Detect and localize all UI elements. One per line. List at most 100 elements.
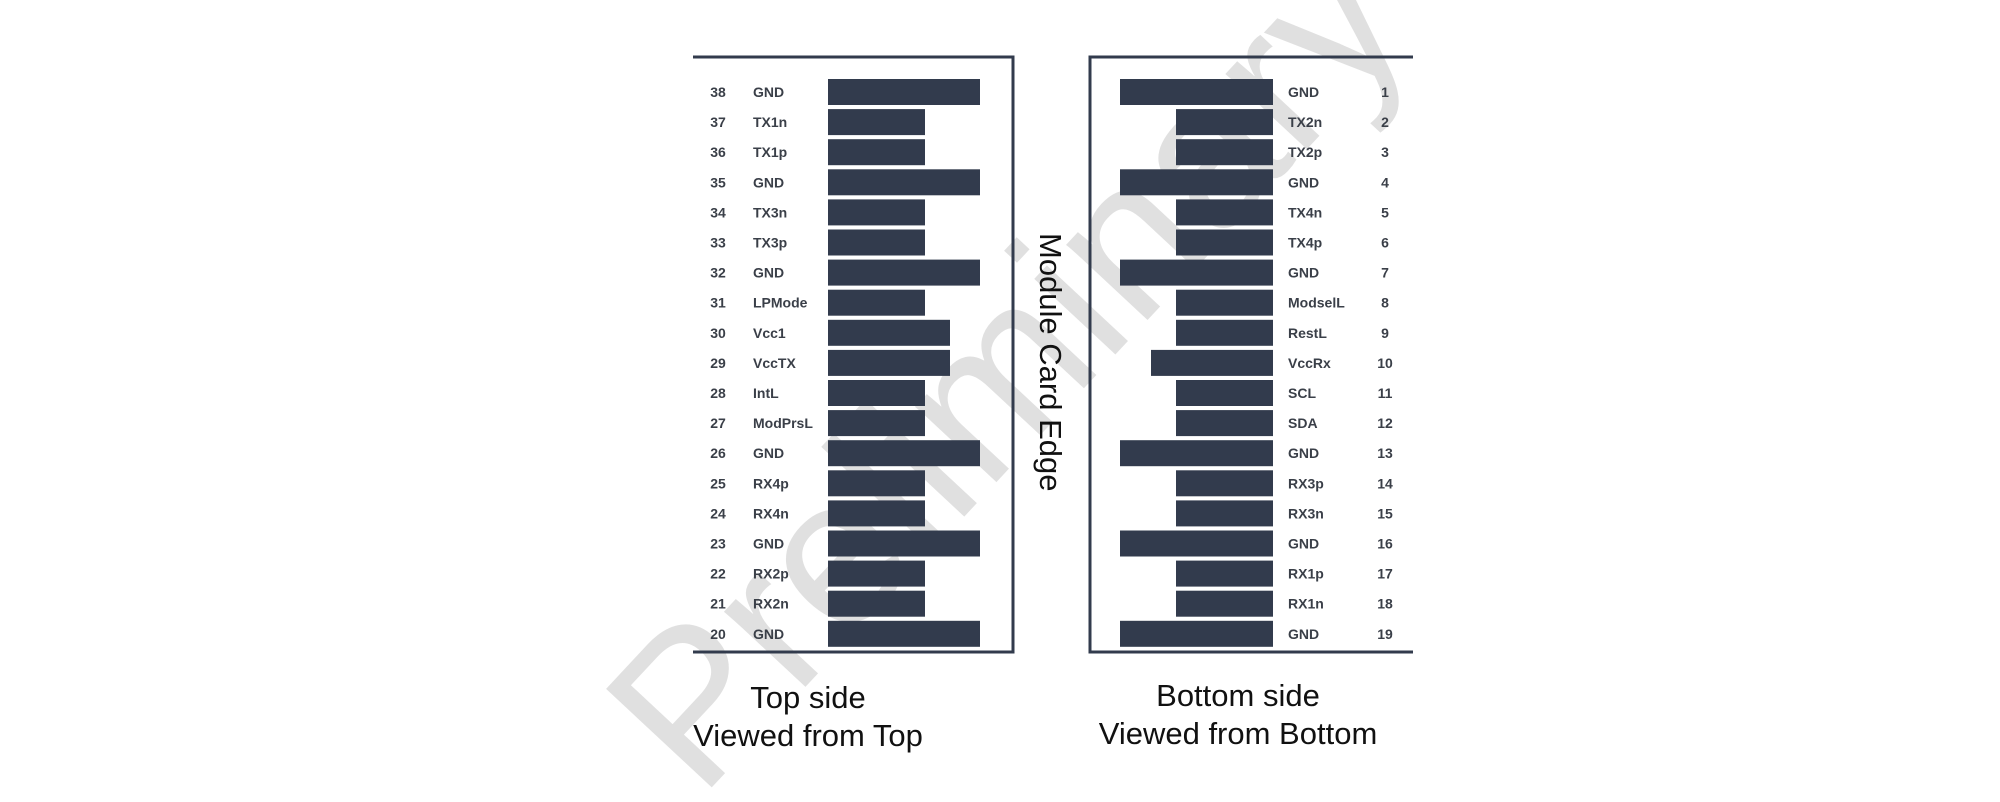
contact-pad xyxy=(1176,500,1273,527)
pin-name: TX3n xyxy=(753,204,787,220)
pin-number: 24 xyxy=(710,505,726,521)
pin-row: TX2p 3 xyxy=(1176,139,1389,166)
top-side-caption-sub: Viewed from Top xyxy=(693,718,923,753)
pin-number: 2 xyxy=(1381,114,1389,130)
contact-pad xyxy=(1120,530,1273,557)
pin-row: RX1p 17 xyxy=(1176,560,1393,587)
contact-pad xyxy=(1120,620,1273,647)
bottom-side-pins: GND 1 TX2n 2 TX2p 3 GND 4 TX4n 5 TX4p 6 GND 7 ModselL 8… xyxy=(1120,79,1393,647)
pin-row: 29 VccTX xyxy=(710,349,950,376)
pin-number: 4 xyxy=(1381,174,1389,190)
contact-pad xyxy=(1176,109,1273,136)
pin-name: GND xyxy=(1288,626,1319,642)
pin-row: 36 TX1p xyxy=(710,139,925,166)
contact-pad xyxy=(1176,470,1273,497)
pin-name: RestL xyxy=(1288,325,1327,341)
pin-number: 5 xyxy=(1381,204,1389,220)
bottom-side-caption-sub: Viewed from Bottom xyxy=(1099,716,1378,751)
contact-pad xyxy=(1176,289,1273,316)
pin-number: 33 xyxy=(710,235,726,251)
pin-number: 23 xyxy=(710,536,726,552)
pin-row: TX4n 5 xyxy=(1176,199,1389,226)
pin-number: 18 xyxy=(1377,596,1393,612)
contact-pad xyxy=(828,470,925,497)
contact-pad xyxy=(1120,259,1273,286)
pin-number: 17 xyxy=(1377,566,1393,582)
pin-row: 22 RX2p xyxy=(710,560,925,587)
pin-name: RX4p xyxy=(753,475,789,491)
pin-row: 38 GND xyxy=(710,79,980,105)
pin-name: TX2n xyxy=(1288,114,1322,130)
pin-number: 19 xyxy=(1377,626,1393,642)
pin-name: TX4n xyxy=(1288,204,1322,220)
pin-number: 9 xyxy=(1381,325,1389,341)
pin-row: 35 GND xyxy=(710,169,980,196)
pin-row: 34 TX3n xyxy=(710,199,925,226)
pin-row: GND 4 xyxy=(1120,169,1389,196)
pin-number: 8 xyxy=(1381,295,1389,311)
pin-number: 20 xyxy=(710,626,726,642)
pin-number: 37 xyxy=(710,114,726,130)
contact-pad xyxy=(828,259,980,286)
pin-number: 38 xyxy=(710,84,726,100)
pin-name: SDA xyxy=(1288,415,1318,431)
pin-row: GND 7 xyxy=(1120,259,1389,286)
contact-pad xyxy=(828,229,925,256)
bottom-side-caption: Bottom side xyxy=(1156,678,1320,713)
pin-row: 20 GND xyxy=(710,620,980,647)
pin-name: GND xyxy=(753,84,784,100)
pin-name: GND xyxy=(1288,84,1319,100)
contact-pad xyxy=(828,380,925,406)
pin-number: 31 xyxy=(710,295,726,311)
pin-row: 26 GND xyxy=(710,440,980,467)
contact-pad xyxy=(828,620,980,647)
pin-number: 13 xyxy=(1377,445,1393,461)
pin-row: 23 GND xyxy=(710,530,980,557)
contact-pad xyxy=(828,440,980,467)
pin-name: GND xyxy=(753,265,784,281)
contact-pad xyxy=(828,79,980,105)
pin-name: GND xyxy=(1288,265,1319,281)
contact-pad xyxy=(1176,410,1273,437)
contact-pad xyxy=(828,560,925,587)
pin-number: 26 xyxy=(710,445,726,461)
pin-row: RX1n 18 xyxy=(1176,590,1393,617)
contact-pad xyxy=(828,349,950,376)
pin-number: 32 xyxy=(710,265,726,281)
pin-number: 15 xyxy=(1377,505,1393,521)
pin-row: TX4p 6 xyxy=(1176,229,1389,256)
pin-name: GND xyxy=(753,536,784,552)
pin-number: 30 xyxy=(710,325,726,341)
pin-row: RestL 9 xyxy=(1176,319,1389,346)
pin-name: GND xyxy=(753,174,784,190)
pin-number: 27 xyxy=(710,415,726,431)
contact-pad xyxy=(1176,380,1273,406)
pin-name: RX4n xyxy=(753,505,789,521)
contact-pad xyxy=(828,500,925,527)
pin-name: ModselL xyxy=(1288,295,1345,311)
pin-name: RX3p xyxy=(1288,475,1324,491)
pin-name: TX1n xyxy=(753,114,787,130)
contact-pad xyxy=(1120,169,1273,196)
pin-row: 28 IntL xyxy=(710,380,925,406)
pin-name: RX2p xyxy=(753,566,789,582)
contact-pad xyxy=(828,169,980,196)
pin-row: 25 RX4p xyxy=(710,470,925,497)
contact-pad xyxy=(828,319,950,346)
pin-name: TX3p xyxy=(753,235,787,251)
pin-row: GND 19 xyxy=(1120,620,1393,647)
pin-number: 14 xyxy=(1377,475,1393,491)
pin-row: 31 LPMode xyxy=(710,289,925,316)
pin-name: GND xyxy=(753,445,784,461)
pin-number: 11 xyxy=(1378,385,1393,401)
contact-pad xyxy=(1176,590,1273,617)
pin-name: IntL xyxy=(753,385,779,401)
pin-name: GND xyxy=(753,626,784,642)
contact-pad xyxy=(1176,199,1273,226)
pin-row: 24 RX4n xyxy=(710,500,925,527)
pin-number: 7 xyxy=(1381,265,1389,281)
pin-name: RX2n xyxy=(753,596,789,612)
contact-pad xyxy=(1120,79,1273,105)
top-side-outline xyxy=(693,55,1015,654)
pin-name: RX1p xyxy=(1288,566,1324,582)
